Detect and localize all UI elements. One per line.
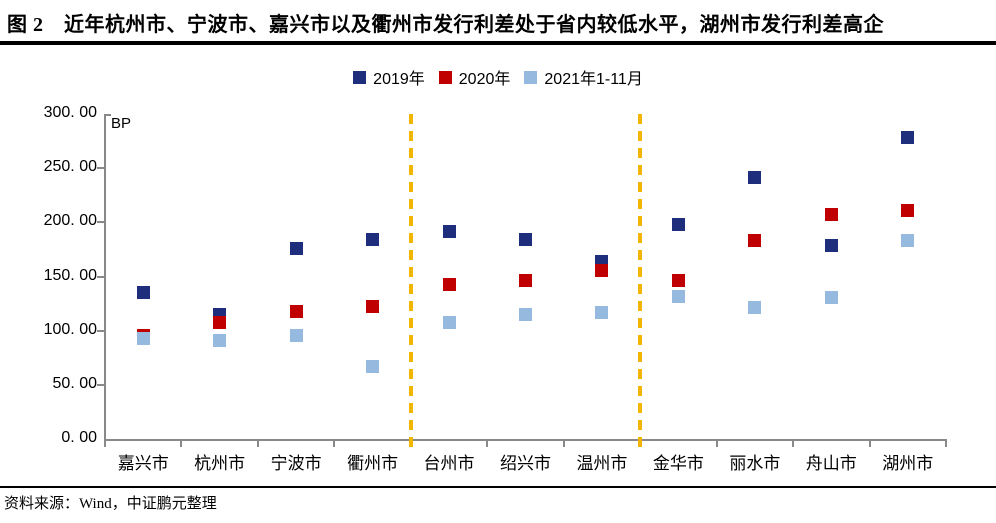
marker-series0-cat2 xyxy=(289,241,303,255)
marker-series0-cat3 xyxy=(366,233,380,247)
y-axis-tick xyxy=(97,383,104,386)
marker-series1-cat3 xyxy=(366,300,380,314)
marker-series2-cat7 xyxy=(671,289,685,303)
marker-series0-cat7 xyxy=(671,218,685,231)
x-axis-tick xyxy=(945,439,947,447)
marker-series1-cat1 xyxy=(213,315,227,329)
marker-series2-cat1 xyxy=(213,333,227,347)
marker-series0-cat4 xyxy=(442,224,456,238)
marker-series0-cat9 xyxy=(824,238,838,252)
x-axis-label-8: 丽水市 xyxy=(729,454,781,473)
footer-rule xyxy=(0,486,996,488)
x-axis-label-7: 金华市 xyxy=(652,454,704,473)
marker-series1-cat8 xyxy=(748,234,762,248)
marker-series0-cat8 xyxy=(748,171,762,185)
marker-series1-cat2 xyxy=(289,304,303,318)
marker-series2-cat4 xyxy=(442,315,456,329)
y-axis-line xyxy=(104,114,106,439)
figure-title: 图 2 近年杭州市、宁波市、嘉兴市以及衢州市发行利差处于省内较低水平，湖州市发行… xyxy=(7,14,884,36)
legend-label: 2019年 xyxy=(373,71,425,88)
marker-series0-cat5 xyxy=(519,233,532,247)
y-tick-label: 300. 00 xyxy=(43,104,97,121)
y-tick-label: 100. 00 xyxy=(43,320,97,338)
x-axis-tick xyxy=(562,439,565,447)
legend-swatch-icon xyxy=(438,70,452,84)
legend-swatch-icon xyxy=(353,70,367,84)
x-axis-tick xyxy=(486,439,489,447)
legend-item-0: 2019年 xyxy=(353,65,425,89)
marker-series2-cat2 xyxy=(289,328,303,342)
marker-series1-cat6 xyxy=(595,263,609,277)
x-axis-tick xyxy=(180,439,183,447)
y-axis-tick xyxy=(97,167,104,170)
x-axis-label-6: 温州市 xyxy=(576,454,628,473)
x-axis-label-10: 湖州市 xyxy=(882,454,934,473)
chart-legend: 2019年 2020年 2021年1-11月 xyxy=(0,66,996,88)
y-axis-tick xyxy=(97,275,104,278)
x-axis-label-5: 绍兴市 xyxy=(499,454,551,473)
legend-swatch-icon xyxy=(524,70,538,84)
marker-series1-cat4 xyxy=(442,277,456,291)
x-axis-label-2: 宁波市 xyxy=(270,454,322,473)
marker-series0-cat0 xyxy=(136,286,150,300)
x-axis-line xyxy=(104,439,947,441)
marker-series2-cat6 xyxy=(595,305,609,319)
x-axis-tick xyxy=(792,439,795,447)
y-tick-label: 250. 00 xyxy=(43,158,97,176)
legend-label: 2021年1-11月 xyxy=(544,71,643,88)
source-note: 资料来源：Wind，中证鹏元整理 xyxy=(4,496,217,512)
y-axis-top-cap-tick xyxy=(105,114,111,116)
group-separator-line xyxy=(638,114,643,447)
y-axis-unit-label: BP xyxy=(111,115,132,132)
marker-series2-cat3 xyxy=(366,359,380,373)
marker-series0-cat10 xyxy=(901,131,915,145)
legend-item-2: 2021年1-11月 xyxy=(524,65,643,89)
x-axis-label-3: 衢州市 xyxy=(347,454,399,473)
legend-label: 2020年 xyxy=(458,71,511,88)
x-axis-tick xyxy=(256,439,259,447)
x-axis-label-1: 杭州市 xyxy=(194,454,246,473)
y-tick-label: 150. 00 xyxy=(43,266,97,284)
marker-series2-cat0 xyxy=(136,331,150,345)
x-axis-tick xyxy=(104,439,106,447)
marker-series1-cat5 xyxy=(519,274,532,288)
title-underline-rule xyxy=(0,41,996,45)
y-tick-label: 50. 00 xyxy=(52,374,97,392)
x-axis-tick xyxy=(715,439,718,447)
x-axis-label-9: 舟山市 xyxy=(805,454,857,473)
y-tick-label: 0. 00 xyxy=(61,429,97,446)
marker-series2-cat5 xyxy=(519,307,532,321)
legend-item-1: 2020年 xyxy=(438,65,511,89)
marker-series1-cat9 xyxy=(824,208,838,222)
x-axis-tick xyxy=(868,439,871,447)
marker-series1-cat7 xyxy=(671,274,685,288)
x-axis-tick xyxy=(333,439,336,447)
group-separator-line xyxy=(408,114,413,447)
marker-series1-cat10 xyxy=(901,203,915,217)
y-tick-label: 200. 00 xyxy=(43,212,97,230)
x-axis-label-0: 嘉兴市 xyxy=(117,454,169,473)
marker-series2-cat9 xyxy=(824,290,838,304)
marker-series2-cat10 xyxy=(901,234,915,248)
y-axis-tick xyxy=(97,221,104,224)
y-axis-tick xyxy=(97,329,104,332)
marker-series2-cat8 xyxy=(748,301,762,315)
x-axis-label-4: 台州市 xyxy=(423,454,475,473)
